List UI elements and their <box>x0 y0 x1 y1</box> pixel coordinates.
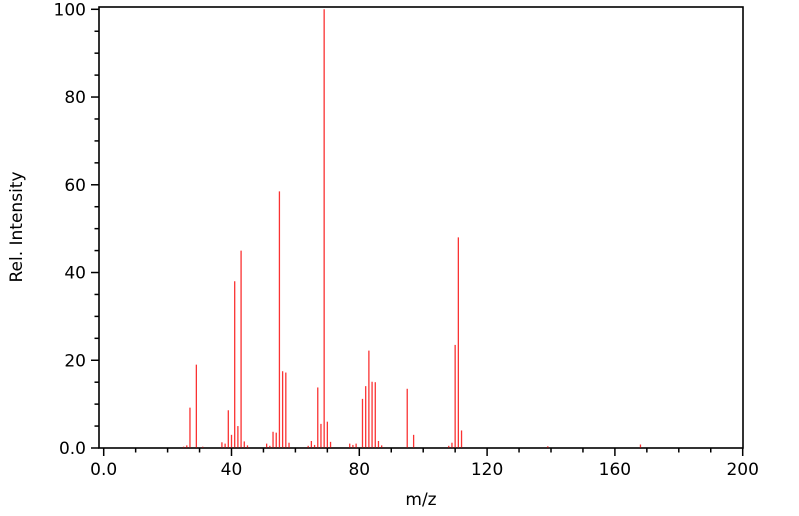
x-tick-label: 0.0 <box>90 460 117 480</box>
plot-frame <box>98 6 744 449</box>
x-tick-label: 200 <box>726 460 758 480</box>
y-tick-label: 60 <box>64 176 86 196</box>
x-tick-label: 80 <box>348 460 370 480</box>
x-axis-label: m/z <box>405 490 436 510</box>
y-tick-label: 80 <box>64 88 86 108</box>
plot-generated-layer: 0.0 40 80 120 160 200 0.0 20 40 60 80 100 <box>54 0 759 480</box>
x-tick-label: 40 <box>221 460 243 480</box>
y-tick-label: 0.0 <box>59 439 86 459</box>
x-tick-label: 120 <box>471 460 503 480</box>
y-tick-label: 40 <box>64 264 86 284</box>
x-tick-label: 160 <box>599 460 631 480</box>
y-tick-label: 100 <box>54 0 86 20</box>
y-tick-label: 20 <box>64 351 86 371</box>
y-axis-label: Rel. Intensity <box>7 171 27 282</box>
